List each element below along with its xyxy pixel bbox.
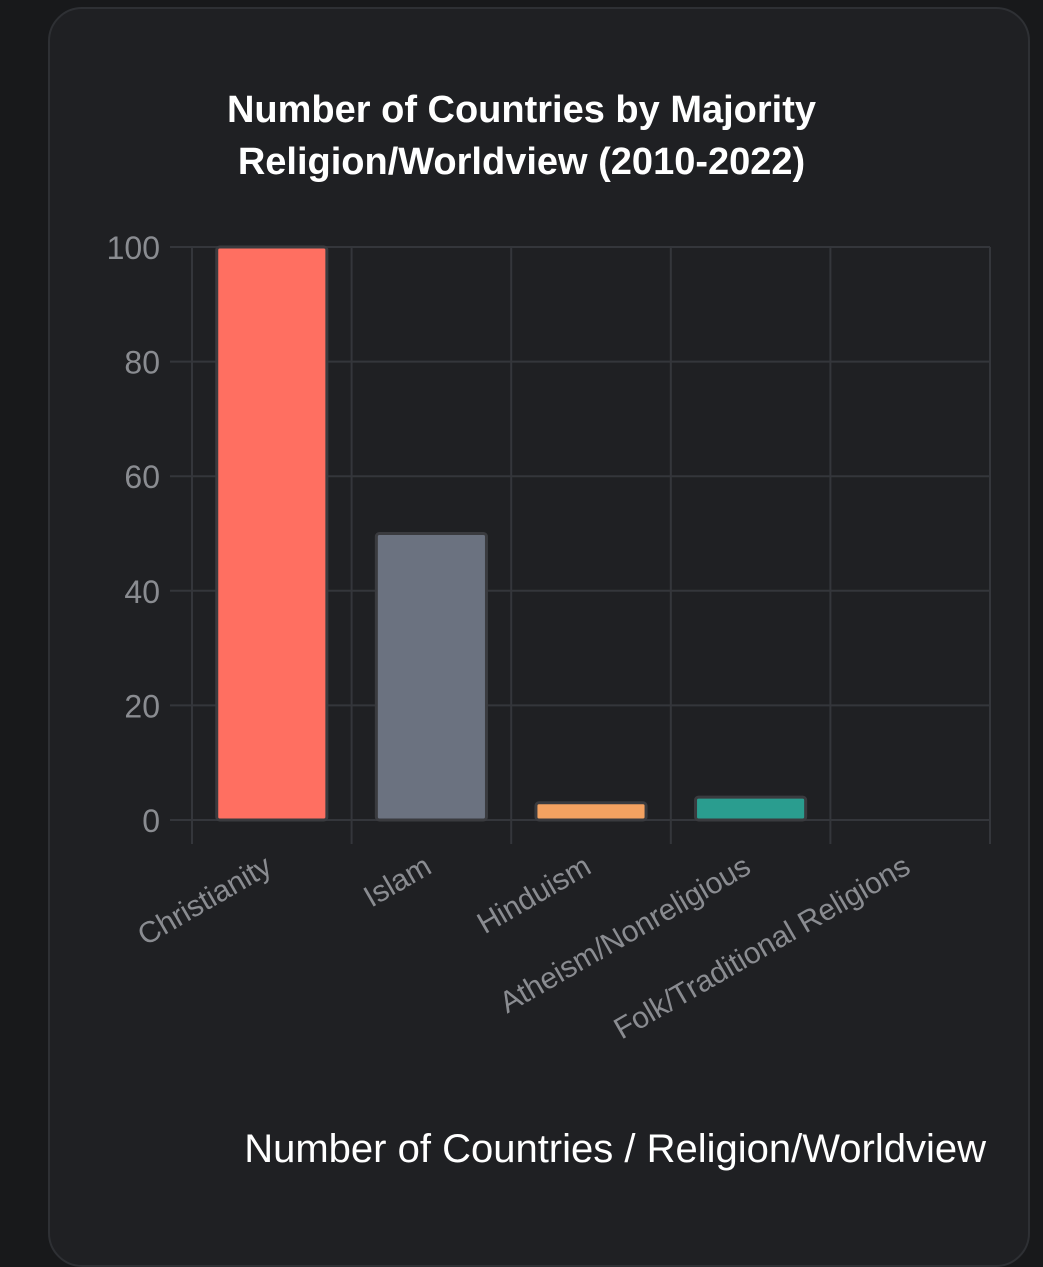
bar (694, 795, 808, 822)
y-tick-label: 0 (142, 803, 160, 839)
x-axis-label: Number of Countries / Religion/Worldview (244, 1127, 986, 1171)
x-tick-label: Christianity (132, 849, 277, 952)
bar (374, 532, 488, 822)
x-tick-label: Hinduism (472, 849, 597, 940)
chart-title-line-1: Number of Countries by Majority (226, 89, 817, 131)
y-tick-label: 80 (124, 345, 160, 381)
chart-title-line-2: Religion/Worldview (2010-2022) (237, 141, 806, 183)
x-tick-label: Atheism/Nonreligious (494, 849, 756, 1019)
x-tick-label: Islam (358, 849, 437, 913)
y-tick-label: 40 (124, 574, 160, 610)
bar (215, 245, 329, 822)
bar-chart: 0 20 40 60 80 100 Christianity Islam HinduismAth… (107, 230, 991, 1046)
bar (534, 801, 648, 822)
chart-card (48, 7, 1030, 1267)
y-tick-label: 20 (124, 688, 160, 724)
y-tick-label: 60 (124, 459, 160, 495)
y-tick-label: 100 (107, 230, 160, 266)
x-tick-label: Folk/Traditional Religions (608, 849, 915, 1045)
